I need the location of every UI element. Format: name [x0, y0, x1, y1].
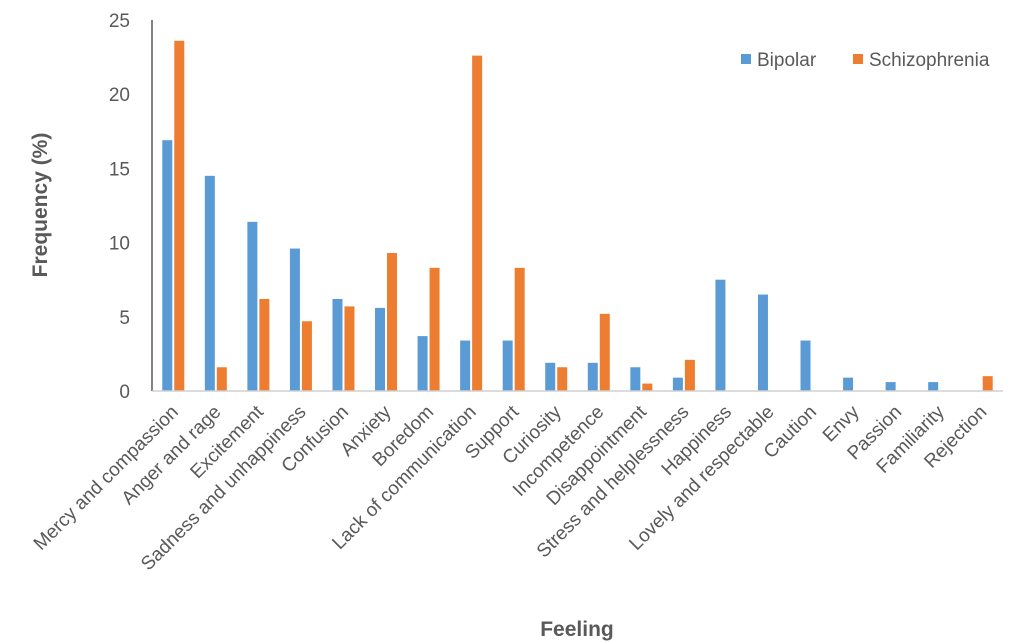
bar-bipolar-familiarity: [928, 382, 939, 391]
plot-area: [162, 40, 993, 392]
y-axis-title: Frequency (%): [29, 133, 52, 278]
bar-bipolar-lack-of-communication: [460, 340, 471, 391]
y-tick-labels: 0 5 10 15 20 25: [109, 11, 130, 403]
bar-schizophrenia-anger-and-rage: [216, 367, 227, 391]
legend-swatch-schizophrenia: [853, 54, 863, 64]
bar-schizophrenia-sadness-and-unhappiness: [301, 321, 312, 391]
bar-bipolar-confusion: [332, 298, 343, 391]
legend-swatch-bipolar: [741, 54, 751, 64]
bar-schizophrenia-boredom: [429, 267, 440, 391]
y-tick-label: 10: [109, 234, 130, 255]
bar-bipolar-disappointment: [630, 367, 641, 391]
legend-label-bipolar: Bipolar: [757, 50, 817, 71]
bar-bipolar-anxiety: [375, 307, 386, 391]
bar-schizophrenia-mercy-and-compassion: [174, 40, 185, 391]
bar-schizophrenia-excitement: [259, 298, 270, 391]
bar-schizophrenia-disappointment: [642, 383, 653, 391]
bar-bipolar-happiness: [715, 279, 726, 391]
bar-schizophrenia-confusion: [344, 306, 355, 391]
y-tick-label: 5: [119, 308, 130, 329]
y-tick-label: 25: [109, 11, 130, 32]
bar-bipolar-excitement: [247, 221, 258, 391]
bar-bipolar-curiosity: [545, 362, 556, 391]
legend-label-schizophrenia: Schizophrenia: [869, 50, 990, 71]
bar-bipolar-envy: [843, 377, 854, 391]
y-tick-label: 15: [109, 159, 130, 180]
bar-schizophrenia-rejection: [982, 376, 993, 391]
bar-bipolar-caution: [800, 340, 811, 391]
bar-bipolar-mercy-and-compassion: [162, 140, 173, 391]
bar-bipolar-boredom: [417, 336, 428, 391]
bar-bipolar-lovely-and-respectable: [757, 294, 768, 391]
bar-schizophrenia-anxiety: [387, 252, 398, 391]
bar-schizophrenia-curiosity: [557, 367, 568, 391]
bar-bipolar-passion: [885, 382, 896, 391]
bar-schizophrenia-lack-of-communication: [472, 55, 483, 392]
y-tick-label: 20: [109, 85, 130, 106]
bar-schizophrenia-stress-and-helplessness: [684, 359, 695, 391]
legend: Bipolar Schizophrenia: [741, 50, 990, 71]
bar-bipolar-sadness-and-unhappiness: [289, 248, 300, 391]
bar-bipolar-incompetence: [587, 362, 598, 391]
bar-schizophrenia-support: [514, 267, 525, 391]
y-tick-label: 0: [119, 382, 130, 403]
bar-schizophrenia-incompetence: [599, 313, 610, 391]
bar-bipolar-anger-and-rage: [204, 175, 215, 391]
bar-bipolar-stress-and-helplessness: [672, 377, 683, 391]
x-axis-title: Feeling: [540, 618, 614, 641]
bar-bipolar-support: [502, 340, 513, 391]
